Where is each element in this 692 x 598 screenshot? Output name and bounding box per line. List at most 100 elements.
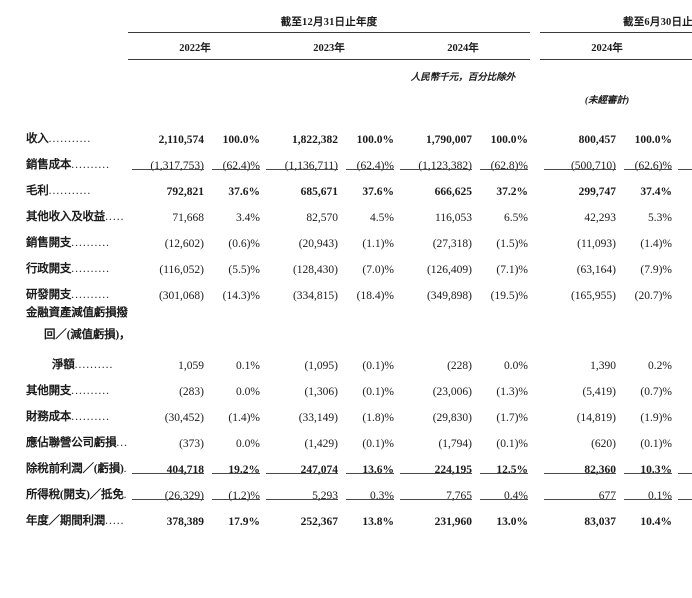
dot-leader: .....: [105, 515, 125, 527]
cell-amount: 299,747: [578, 186, 616, 198]
table-row: 除稅前利潤／(虧損). 404,718 19.2% 247,074 13.6% 224,1…: [0, 450, 692, 476]
cell-amount: (23,006): [432, 386, 472, 398]
rule-year-4: [540, 59, 674, 60]
row-pad: [128, 324, 692, 346]
row-label: 其他開支..........: [0, 372, 128, 398]
cell-percent: (62.4)%: [340, 146, 396, 172]
cell-amount: 29,444: [674, 198, 692, 224]
table-row: 回／(減值虧損)，: [0, 324, 692, 346]
cell-percent: (1.9)%: [640, 412, 672, 424]
header-year-rule-row: [0, 59, 692, 60]
cell-amount: 116,053: [435, 212, 472, 224]
table-row: 金融資產減值虧損撥: [0, 302, 692, 324]
col-gap: [530, 276, 540, 302]
cell-percent: 37.2%: [496, 186, 528, 198]
cell-amount: (1,123,382): [396, 146, 474, 172]
cell-percent: (0.6)%: [228, 238, 260, 250]
col-gap: [530, 502, 540, 528]
row-label-text: 銷售成本: [26, 159, 72, 171]
cell-percent: 0.0%: [236, 438, 260, 450]
cell-amount: 2,126: [674, 346, 692, 372]
spacer-cell: [0, 106, 692, 120]
dot-leader: ..........: [74, 359, 114, 371]
unit-pad: [128, 60, 396, 83]
cell-amount: 687,322: [674, 120, 692, 146]
cell-percent: (7.9)%: [640, 264, 672, 276]
cell-percent: 0.1%: [236, 360, 260, 372]
cell-amount: 231,960: [434, 516, 472, 528]
row-label-text: 淨額: [52, 359, 75, 371]
header-year-2022: 2022年: [179, 43, 211, 54]
cell-amount: (63,822): [674, 250, 692, 276]
col-gap: [530, 398, 540, 424]
cell-percent: 0.1%: [618, 476, 674, 502]
cell-amount: (126,409): [426, 264, 472, 276]
rule-line: [540, 32, 692, 33]
row-label-text: 所得稅(開支)／抵免: [26, 489, 124, 501]
cell-amount: (373): [179, 438, 204, 450]
cell-percent: (0.1)%: [362, 360, 394, 372]
cell-amount: 5,293: [262, 476, 340, 502]
cell-percent: (0.1)%: [362, 386, 394, 398]
col-gap: [530, 172, 540, 198]
cell-amount: 42,293: [584, 212, 616, 224]
dot-leader: ..........: [71, 385, 110, 397]
cell-amount: 666,625: [434, 186, 472, 198]
cell-percent: (19.5)%: [490, 290, 528, 302]
table-row: 其他收入及收益..... 71,668 3.4% 82,570 4.5% 116,053 6…: [0, 198, 692, 224]
cell-amount: (620): [591, 438, 616, 450]
cell-amount: 685,671: [300, 186, 338, 198]
row-label: 銷售開支..........: [0, 224, 128, 250]
row-label-text: 毛利: [26, 185, 49, 197]
cell-percent: (0.7)%: [640, 386, 672, 398]
cell-percent: 0.3%: [340, 476, 396, 502]
spacer-cell: [0, 0, 692, 14]
table-row: 財務成本.......... (30,452) (1.4)% (33,149) (1.8…: [0, 398, 692, 424]
cell-percent: (1.2)%: [206, 476, 262, 502]
cell-amount: 83,037: [584, 516, 616, 528]
cell-percent: 100.0%: [490, 134, 528, 146]
header-group-interim: 截至6月30日止六個月: [623, 17, 692, 28]
cell-amount: (17,077): [674, 224, 692, 250]
header-bottom-spacer: [0, 106, 692, 120]
cell-amount: (33,149): [298, 412, 338, 424]
cell-percent: (62.6)%: [618, 146, 674, 172]
row-label: 其他收入及收益.....: [0, 198, 128, 224]
cell-amount: (12,602): [164, 238, 204, 250]
cell-amount: 252,367: [300, 516, 338, 528]
dot-leader: ..........: [71, 159, 110, 171]
col-gap: [530, 250, 540, 276]
row-label: 銷售成本..........: [0, 146, 128, 172]
table-row: 年度／期間利潤..... 378,389 17.9% 252,367 13.8% 231,…: [0, 502, 692, 528]
cell-amount: 2,110,574: [158, 134, 204, 146]
cell-percent: 13.6%: [340, 450, 396, 476]
cell-amount: (301,068): [158, 290, 204, 302]
cell-percent: 37.6%: [362, 186, 394, 198]
rule-line: [396, 59, 530, 60]
table-row: 毛利........... 792,821 37.6% 685,671 37.6% 666…: [0, 172, 692, 198]
header-year-2023: 2023年: [313, 43, 345, 54]
header-gap: [530, 14, 540, 32]
header-year-2024-interim: 2024年: [591, 43, 623, 54]
cell-amount: (2,472): [674, 424, 692, 450]
cell-amount: 71,668: [172, 212, 204, 224]
row-label: 行政開支..........: [0, 250, 128, 276]
table-row: 銷售成本.......... (1,317,753) (62.4)% (1,136,7…: [0, 146, 692, 172]
table-row: 行政開支.......... (116,052) (5.5)% (128,430) (7…: [0, 250, 692, 276]
cell-amount: (30,452): [164, 412, 204, 424]
cell-percent: 6.5%: [504, 212, 528, 224]
cell-amount: 677: [540, 476, 618, 502]
cell-amount: (3,517): [674, 450, 692, 476]
cell-percent: (14.3)%: [222, 290, 260, 302]
cell-amount: (27,318): [432, 238, 472, 250]
dot-leader: ...........: [48, 185, 92, 197]
cell-percent: (5.5)%: [228, 264, 260, 276]
cell-percent: 37.6%: [228, 186, 260, 198]
cell-amount: 1,390: [590, 360, 616, 372]
unit-note: 人民幣千元，百分比除外: [410, 73, 516, 83]
row-label: 年度／期間利潤.....: [0, 502, 128, 528]
income-statement-table: 截至12月31日止年度截至6月30日止六個月2022年2023年2024年202…: [0, 0, 692, 528]
cell-amount: (15,347): [674, 398, 692, 424]
cell-percent: 0.0%: [236, 386, 260, 398]
